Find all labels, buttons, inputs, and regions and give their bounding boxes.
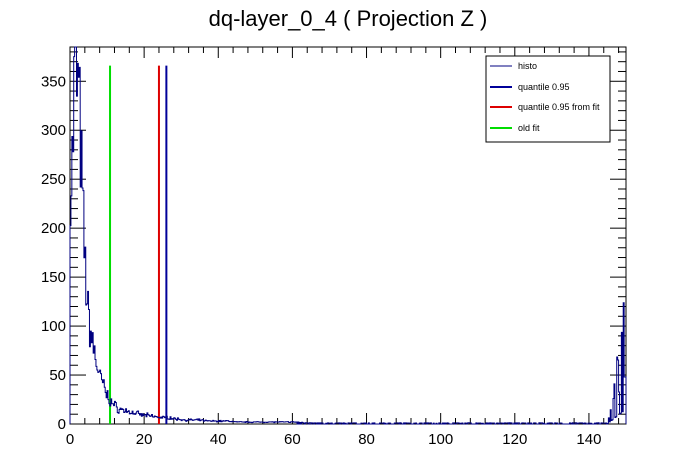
y-tick-label: 200 [41,220,66,237]
series-histo [69,46,627,425]
x-tick-label: 120 [502,431,527,448]
x-axis: 0 20 40 60 80 100 120 140 [66,47,620,448]
y-axis: 0 50 100 150 200 250 300 350 [41,51,626,433]
chart-title: dq-layer_0_4 ( Projection Z ) [209,6,488,31]
x-tick-label: 80 [358,431,375,448]
legend: histo quantile 0.95 quantile 0.95 from fit… [485,55,611,143]
y-tick-label: 0 [58,416,66,433]
legend-label: histo [518,61,537,71]
y-tick-label: 50 [49,367,66,384]
x-tick-label: 20 [136,431,153,448]
legend-label: quantile 0.95 [518,82,570,92]
legend-box [485,55,611,143]
marker-lines [109,65,168,424]
x-tick-label: 100 [428,431,453,448]
x-tick-label: 140 [576,431,601,448]
x-tick-label: 60 [284,431,301,448]
y-tick-label: 350 [41,73,66,90]
y-tick-label: 250 [41,171,66,188]
legend-label: quantile 0.95 from fit [518,102,600,112]
x-tick-label: 40 [210,431,227,448]
legend-label: old fit [518,123,540,133]
y-tick-label: 100 [41,318,66,335]
y-tick-label: 300 [41,122,66,139]
y-tick-label: 150 [41,269,66,286]
x-tick-label: 0 [66,431,74,448]
